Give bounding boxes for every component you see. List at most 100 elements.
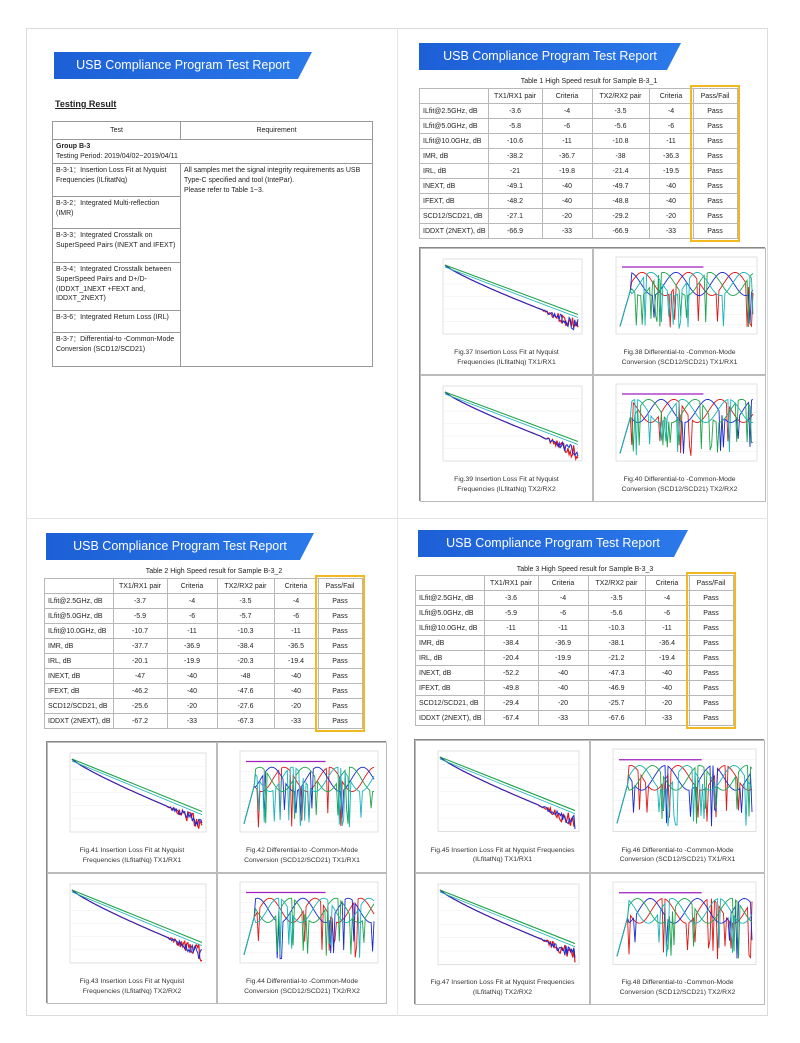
value-cell: -49.8	[483, 680, 539, 696]
value-cell: -4	[648, 103, 694, 119]
insertion-loss-plot	[442, 258, 583, 335]
value-cell: -20	[537, 695, 589, 711]
pass-fail-highlight	[690, 85, 740, 242]
row-label: ILfit@5.0GHz, dB	[415, 605, 485, 621]
trace-line	[619, 398, 754, 456]
value-cell: -11	[537, 620, 589, 636]
value-cell: -3.5	[591, 103, 650, 119]
value-cell: -27.1	[487, 208, 543, 224]
value-cell: -10.8	[591, 133, 650, 149]
value-cell: -5.6	[591, 118, 650, 134]
row-label: IDDXT (2NEXT), dB	[415, 710, 485, 726]
fit-line	[71, 891, 203, 946]
mode-conversion-plot	[612, 748, 757, 832]
figure-caption: Fig.47 Insertion Loss Fit at Nyquist Fre…	[430, 979, 575, 996]
value-cell: -20	[648, 208, 694, 224]
value-cell: -38.1	[587, 635, 646, 651]
value-cell: -20	[273, 698, 319, 714]
value-cell: -5.6	[587, 605, 646, 621]
table-header-cell	[419, 88, 489, 104]
col-test-header: Test	[52, 121, 181, 140]
table-row: IDDXT (2NEXT), dB -67.2 -33 -67.3 -33 Pass	[44, 713, 363, 729]
trace-line	[243, 766, 375, 825]
row-label: SCD12/SCD21, dB	[44, 698, 114, 714]
value-cell: -40	[273, 668, 319, 684]
table-header-cell: Criteria	[648, 88, 694, 104]
figure-caption: Fig.43 Insertion Loss Fit at Nyquist Fre…	[79, 978, 185, 995]
figure-cell: Fig.39 Insertion Loss Fit at Nyquist Fre…	[420, 375, 593, 502]
group-cell: Group B-3 Testing Period: 2019/04/02~201…	[52, 138, 373, 165]
value-cell: -20	[541, 208, 593, 224]
value-cell: -21	[487, 163, 543, 179]
table-row: ILfit@2.5GHz, dB -3.6 -4 -3.5 -4 Pass	[415, 590, 734, 606]
insertion-loss-plot	[69, 883, 207, 964]
value-cell: -3.6	[483, 590, 539, 606]
trace-line	[243, 766, 375, 825]
table-header-cell: Criteria	[537, 575, 589, 591]
value-cell: -36.9	[537, 635, 589, 651]
table-header-cell: Criteria	[166, 578, 218, 594]
figure-caption: Fig.40 Differential-to -Common-Mode Conv…	[621, 476, 738, 493]
mode-conversion-plot	[612, 881, 757, 965]
value-cell: -29.2	[591, 208, 650, 224]
value-cell: -40	[273, 683, 319, 699]
value-cell: -5.8	[487, 118, 543, 134]
row-label: IFEXT, dB	[44, 683, 114, 699]
row-label: ILfit@10.0GHz, dB	[44, 623, 114, 639]
trace-line	[616, 765, 753, 827]
value-cell: -4	[537, 590, 589, 606]
value-cell: -47	[112, 668, 168, 684]
requirement-table: Test Requirement Group B-3 Testing Perio…	[52, 121, 373, 368]
testing-result-heading: Testing Result	[55, 99, 117, 109]
table-row: IMR, dB -38.4 -36.9 -38.1 -36.4 Pass	[415, 635, 734, 651]
row-label: INEXT, dB	[44, 668, 114, 684]
table-caption: Table 1 High Speed result for Sample B-3…	[520, 78, 658, 85]
row-label: ILfit@2.5GHz, dB	[44, 593, 114, 609]
trace-line	[616, 897, 753, 959]
table-row: ILfit@2.5GHz, dB -3.6 -4 -3.5 -4 Pass	[419, 103, 738, 119]
row-label: IDDXT (2NEXT), dB	[44, 713, 114, 729]
value-cell: -38.4	[483, 635, 539, 651]
figure-cell: Fig.38 Differential-to -Common-Mode Conv…	[593, 248, 766, 375]
row-label: IMR, dB	[419, 148, 489, 164]
table-row: IDDXT (2NEXT), dB -66.9 -33 -66.9 -33 Pass	[419, 223, 738, 239]
value-cell: -3.5	[216, 593, 275, 609]
value-cell: -10.3	[216, 623, 275, 639]
trace-line	[616, 897, 753, 957]
value-cell: -40	[541, 178, 593, 194]
pass-fail-cell: Pass	[692, 223, 738, 239]
table-caption: Table 2 High Speed result for Sample B-3…	[145, 568, 283, 575]
testing-period: Testing Period: 2019/04/02~2019/04/11	[56, 152, 178, 160]
row-label: ILfit@2.5GHz, dB	[415, 590, 485, 606]
value-cell: -3.7	[112, 593, 168, 609]
fit-line	[439, 756, 576, 812]
table-header-cell: TX1/RX1 pair	[483, 575, 539, 591]
value-cell: -19.4	[273, 653, 319, 669]
row-label: ILfit@2.5GHz, dB	[419, 103, 489, 119]
value-cell: -37.7	[112, 638, 168, 654]
requirement-cell: All samples met the signal integrity req…	[180, 163, 373, 368]
fit-line	[444, 391, 579, 443]
row-label: IRL, dB	[44, 653, 114, 669]
figure-cell: Fig.42 Differential-to -Common-Mode Conv…	[217, 742, 387, 873]
table-header-cell: TX2/RX2 pair	[587, 575, 646, 591]
trace-blue	[444, 264, 579, 331]
table-row: IRL, dB -21 -19.8 -21.4 -19.5 Pass	[419, 163, 738, 179]
table-row: IDDXT (2NEXT), dB -67.4 -33 -67.6 -33 Pass	[415, 710, 734, 726]
figure-grid: Fig.41 Insertion Loss Fit at Nyquist Fre…	[46, 741, 387, 1004]
value-cell: -40	[541, 193, 593, 209]
trace-line	[619, 398, 754, 454]
figure-cell: Fig.41 Insertion Loss Fit at Nyquist Fre…	[47, 742, 217, 873]
value-cell: -49.7	[591, 178, 650, 194]
pass-fail-cell: Pass	[317, 713, 363, 729]
value-cell: -48.8	[591, 193, 650, 209]
value-cell: -66.9	[487, 223, 543, 239]
value-cell: -67.6	[587, 710, 646, 726]
table-row: IFEXT, dB -46.2 -40 -47.6 -40 Pass	[44, 683, 363, 699]
row-label: ILfit@10.0GHz, dB	[415, 620, 485, 636]
table-header-cell: Criteria	[644, 575, 690, 591]
row-label: IFEXT, dB	[415, 680, 485, 696]
value-cell: -20.3	[216, 653, 275, 669]
value-cell: -36.5	[273, 638, 319, 654]
value-cell: -10.7	[112, 623, 168, 639]
